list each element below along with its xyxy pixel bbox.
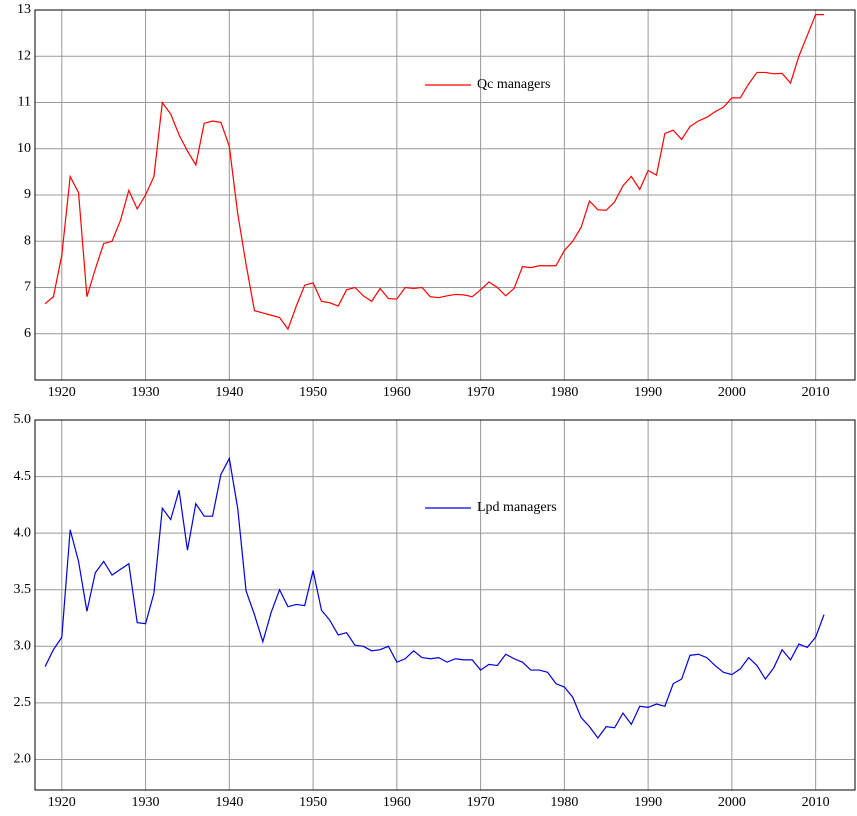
x-tick-label: 1930 <box>132 795 160 810</box>
x-tick-label: 1990 <box>634 385 662 400</box>
y-tick-label: 7 <box>24 280 31 295</box>
x-tick-label: 1960 <box>383 385 411 400</box>
x-tick-label: 2000 <box>718 385 746 400</box>
legend-label: Qc managers <box>477 77 550 92</box>
legend-label: Lpd managers <box>477 500 557 515</box>
x-tick-label: 1950 <box>299 795 327 810</box>
y-tick-label: 11 <box>18 95 31 110</box>
x-tick-label: 2010 <box>802 795 830 810</box>
y-tick-label: 12 <box>17 48 31 63</box>
y-tick-label: 8 <box>24 233 31 248</box>
x-tick-label: 1970 <box>467 385 495 400</box>
plot-frame <box>34 419 856 791</box>
y-tick-label: 5.0 <box>14 412 32 427</box>
x-tick-label: 1920 <box>48 385 76 400</box>
y-tick-label: 9 <box>24 187 31 202</box>
x-tick-label: 1940 <box>215 385 243 400</box>
y-tick-label: 3.5 <box>14 582 32 597</box>
y-tick-label: 2.0 <box>14 752 32 767</box>
x-tick-label: 1970 <box>467 795 495 810</box>
y-tick-label: 3.0 <box>14 639 32 654</box>
x-tick-label: 1920 <box>48 795 76 810</box>
y-tick-label: 2.5 <box>14 695 32 710</box>
y-tick-label: 6 <box>24 326 31 341</box>
x-tick-label: 2000 <box>718 795 746 810</box>
x-tick-label: 1960 <box>383 795 411 810</box>
x-tick-label: 1940 <box>215 795 243 810</box>
x-tick-label: 1990 <box>634 795 662 810</box>
x-tick-label: 1980 <box>550 795 578 810</box>
data-line <box>44 456 825 739</box>
plot-frame <box>34 9 856 381</box>
y-tick-label: 4.0 <box>14 525 32 540</box>
y-tick-label: 10 <box>17 141 31 156</box>
y-tick-label: 13 <box>17 2 31 17</box>
x-tick-label: 2010 <box>802 385 830 400</box>
y-tick-label: 4.5 <box>14 469 32 484</box>
data-line <box>44 14 825 331</box>
x-tick-label: 1980 <box>550 385 578 400</box>
x-tick-label: 1950 <box>299 385 327 400</box>
x-tick-label: 1930 <box>132 385 160 400</box>
